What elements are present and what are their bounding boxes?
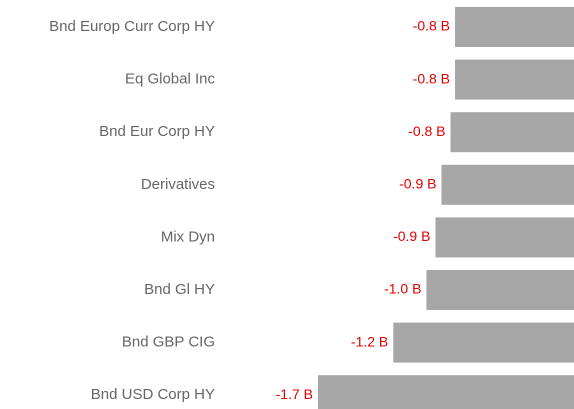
bar	[450, 112, 574, 153]
value-label: -0.9 B	[399, 176, 436, 192]
value-label: -0.8 B	[408, 123, 445, 139]
bar	[426, 270, 574, 310]
category-label: Mix Dyn	[161, 228, 215, 245]
category-label: Bnd USD Corp HY	[91, 386, 215, 403]
category-label: Bnd GBP CIG	[122, 334, 215, 351]
bar	[455, 7, 574, 47]
value-label: -0.8 B	[413, 18, 450, 34]
bar	[435, 217, 574, 258]
bar	[318, 375, 574, 409]
category-label: Bnd Gl HY	[144, 281, 215, 298]
category-label: Bnd Eur Corp HY	[99, 123, 215, 140]
bar	[441, 164, 574, 205]
value-label: -0.8 B	[413, 70, 450, 86]
value-label: -1.0 B	[384, 281, 421, 297]
value-label: -1.7 B	[276, 386, 313, 402]
value-label: -0.9 B	[393, 228, 430, 244]
bar	[455, 59, 574, 100]
category-label: Derivatives	[141, 176, 215, 193]
value-label: -1.2 B	[351, 333, 388, 349]
category-label: Eq Global Inc	[125, 71, 216, 88]
bar	[393, 322, 574, 363]
category-label: Bnd Europ Curr Corp HY	[49, 18, 215, 35]
